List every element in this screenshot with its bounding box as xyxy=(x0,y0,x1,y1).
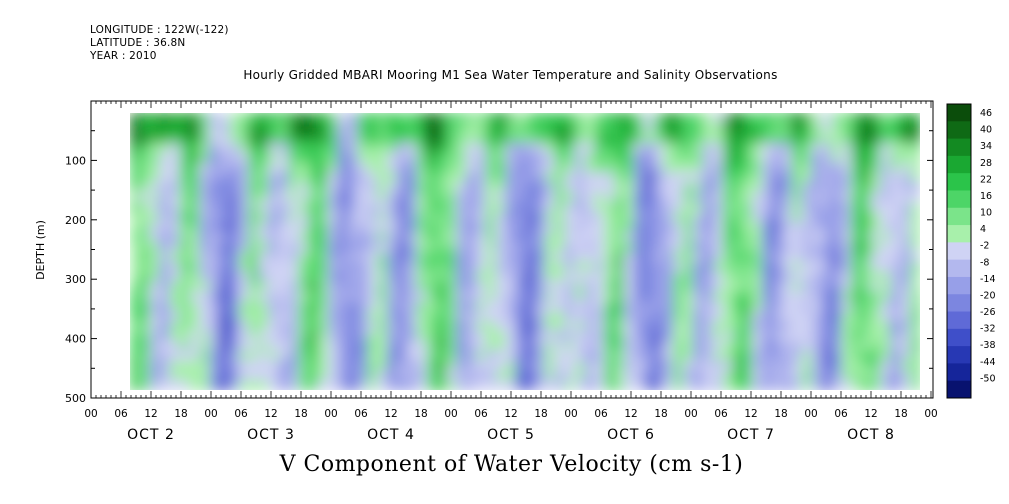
colorbar-label: -26 xyxy=(980,307,996,318)
x-tick-label: 18 xyxy=(774,408,787,420)
colorbar-swatch xyxy=(947,207,971,226)
x-tick-label: 12 xyxy=(744,408,757,420)
colorbar-label: -14 xyxy=(980,274,996,285)
x-tick-label: 00 xyxy=(444,408,457,420)
x-tick-label: 00 xyxy=(564,408,577,420)
latitude-label: LATITUDE : 36.8N xyxy=(90,37,186,49)
x-tick-label: 12 xyxy=(384,408,397,420)
x-day-label: OCT 7 xyxy=(727,427,775,443)
y-axis-label: DEPTH (m) xyxy=(34,220,47,280)
chart-title: Hourly Gridded MBARI Mooring M1 Sea Wate… xyxy=(243,68,778,82)
colorbar-swatch xyxy=(947,173,971,191)
colorbar-label: -44 xyxy=(980,357,996,368)
colorbar-swatch xyxy=(947,346,971,364)
colorbar-label: 34 xyxy=(980,141,992,152)
x-tick-label: 06 xyxy=(234,408,248,420)
x-tick-label: 18 xyxy=(294,408,307,420)
x-tick-label: 18 xyxy=(414,408,427,420)
colorbar-swatch xyxy=(947,328,971,347)
x-day-label: OCT 4 xyxy=(367,427,415,443)
colorbar-label: -20 xyxy=(980,290,996,301)
x-tick-label: 06 xyxy=(474,408,488,420)
x-tick-label: 00 xyxy=(324,408,337,420)
y-tick-label: 400 xyxy=(65,333,86,346)
x-tick-label: 06 xyxy=(834,408,848,420)
axes: 100 200 300 400 500 00 06 12 18 00 06 12 18 00 06 12 18 0… xyxy=(65,101,938,443)
x-tick-label: 00 xyxy=(84,408,97,420)
x-tick-label: 06 xyxy=(114,408,128,420)
x-tick-label: 00 xyxy=(204,408,217,420)
y-tick-label: 300 xyxy=(65,273,86,286)
x-tick-label: 00 xyxy=(804,408,817,420)
y-tick-label: 200 xyxy=(65,214,86,227)
x-day-label: OCT 5 xyxy=(487,427,535,443)
x-tick-label: 00 xyxy=(924,408,937,420)
x-tick-label: 06 xyxy=(714,408,728,420)
x-tick-label: 12 xyxy=(864,408,877,420)
colorbar-swatch xyxy=(947,363,971,382)
colorbar-label: 4 xyxy=(980,224,986,235)
colorbar-label: -8 xyxy=(980,257,989,268)
colorbar-swatch xyxy=(947,155,971,174)
x-tick-label: 18 xyxy=(534,408,547,420)
colorbar-swatch xyxy=(947,259,971,278)
colorbar-label: 28 xyxy=(980,158,992,169)
x-axis-label: V Component of Water Velocity (cm s-1) xyxy=(279,452,744,477)
x-tick-label: 12 xyxy=(624,408,637,420)
colorbar-label: 22 xyxy=(980,174,992,185)
year-label: YEAR : 2010 xyxy=(90,50,157,62)
x-tick-label: 12 xyxy=(144,408,157,420)
colorbar-frame xyxy=(946,103,972,399)
x-day-label: OCT 8 xyxy=(847,427,895,443)
colorbar-swatch xyxy=(947,380,971,399)
colorbar-swatch xyxy=(947,276,971,295)
x-tick-label: 18 xyxy=(174,408,187,420)
colorbar-label: -2 xyxy=(980,241,989,252)
x-tick-label: 00 xyxy=(684,408,697,420)
x-tick-label: 06 xyxy=(354,408,368,420)
colorbar-label: -38 xyxy=(980,340,996,351)
colorbar-label: 16 xyxy=(980,191,992,202)
x-tick-label: 18 xyxy=(894,408,907,420)
y-tick-label: 500 xyxy=(65,392,86,405)
colorbar-swatch xyxy=(947,190,971,209)
heatmap-field xyxy=(130,113,920,390)
colorbar-swatch xyxy=(947,225,971,243)
x-day-label: OCT 2 xyxy=(127,427,175,443)
colorbar-swatch xyxy=(947,294,971,313)
colorbar-swatch xyxy=(947,121,971,140)
x-tick-label: 12 xyxy=(264,408,277,420)
x-tick-label: 06 xyxy=(594,408,608,420)
colorbar-label: -32 xyxy=(980,324,996,335)
colorbar-label: 46 xyxy=(980,108,992,119)
colorbar: 46 40 34 28 22 16 10 4 -2 -8 -14 -20 -26 -32 -38 -44 -50 xyxy=(946,103,996,399)
x-tick-label: 18 xyxy=(654,408,667,420)
y-tick-label: 100 xyxy=(65,154,86,167)
x-day-label: OCT 3 xyxy=(247,427,295,443)
colorbar-label: 40 xyxy=(980,125,992,136)
colorbar-swatch xyxy=(947,242,971,261)
colorbar-swatch xyxy=(947,104,971,122)
longitude-label: LONGITUDE : 122W(-122) xyxy=(90,24,229,36)
colorbar-swatch xyxy=(947,138,971,157)
colorbar-label: 10 xyxy=(980,208,992,219)
x-tick-label: 12 xyxy=(504,408,517,420)
colorbar-label: -50 xyxy=(980,373,996,384)
x-day-label: OCT 6 xyxy=(607,427,655,443)
colorbar-swatch xyxy=(947,311,971,330)
